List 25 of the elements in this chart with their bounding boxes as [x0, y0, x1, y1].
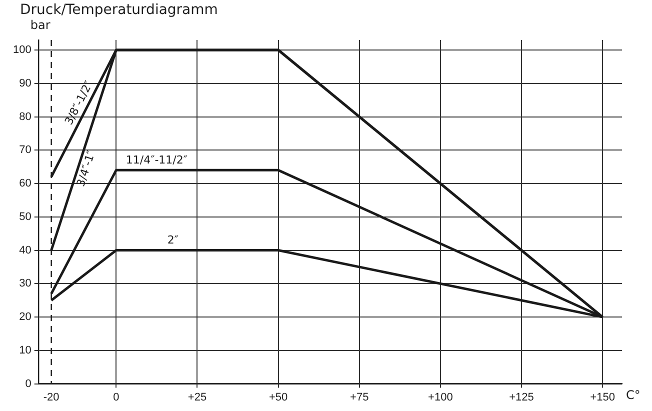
y-tick-label: 60	[19, 178, 32, 190]
y-tick-label: 40	[19, 244, 32, 256]
x-tick-label: 0	[113, 391, 120, 404]
y-tick-label: 50	[19, 210, 32, 223]
y-axis-title: bar	[30, 18, 50, 32]
y-tick-label: 20	[19, 311, 32, 324]
y-tick-label: 80	[19, 110, 32, 123]
y-tick-label: 30	[19, 278, 32, 290]
x-tick-label: +75	[350, 391, 369, 404]
y-tick-label: 10	[19, 344, 32, 356]
x-tick-label: +100	[428, 391, 453, 404]
x-tick-label: +50	[268, 391, 288, 404]
y-tick-label: 100	[12, 44, 32, 56]
chart-title: Druck/Temperaturdiagramm	[20, 2, 218, 18]
x-tick-label: +25	[188, 391, 207, 404]
y-tick-label: 70	[19, 144, 32, 156]
y-tick-label: 90	[19, 77, 32, 90]
y-tick-label: 0	[25, 378, 32, 390]
series-label: 11/4″-11/2″	[126, 154, 188, 167]
x-tick-label: +150	[590, 391, 615, 404]
text: 3/4″-1″	[74, 149, 98, 188]
x-tick-label: -20	[43, 391, 60, 404]
series-label: 2″	[167, 234, 178, 247]
x-axis-title: C°	[626, 388, 640, 402]
x-tick-label: +125	[509, 391, 534, 404]
